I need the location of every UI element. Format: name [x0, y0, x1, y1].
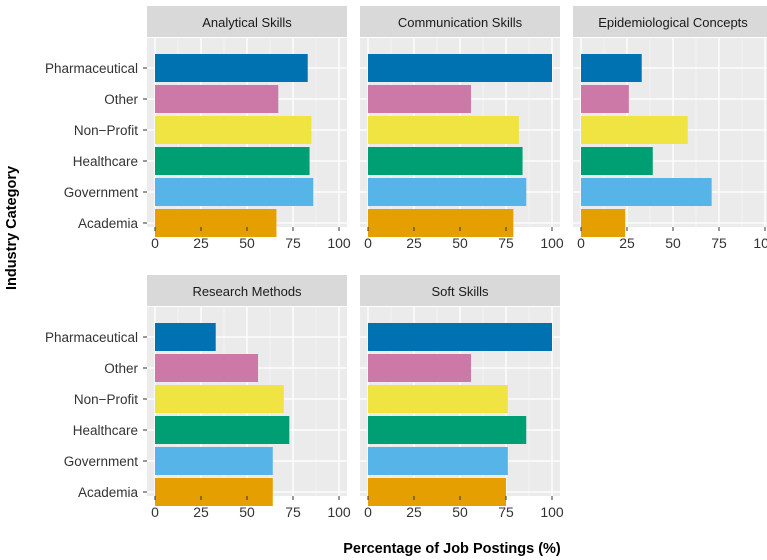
- bar-soft-skills-other: [368, 354, 472, 382]
- x-tick-label: 75: [498, 235, 514, 251]
- x-tick-label: 25: [193, 504, 209, 520]
- category-label: Pharmaceutical: [45, 330, 138, 345]
- panel-analytical-skills: Analytical Skills 0 25 50 75 100 Pharmaceutica…: [45, 6, 351, 251]
- category-label: Academia: [78, 485, 139, 500]
- x-tick-label: 50: [452, 504, 468, 520]
- x-tick-label: 75: [711, 235, 727, 251]
- bar-epidemiological-concepts-other: [581, 85, 629, 113]
- bar-epidemiological-concepts-non-profit: [581, 116, 688, 144]
- x-tick-label: 50: [452, 235, 468, 251]
- bar-research-methods-non-profit: [155, 385, 284, 413]
- x-tick-label: 0: [364, 504, 372, 520]
- category-label: Non−Profit: [74, 392, 138, 407]
- bar-communication-skills-pharmaceutical: [368, 54, 552, 82]
- x-tick-label: 0: [577, 235, 585, 251]
- bar-analytical-skills-academia: [155, 209, 277, 237]
- facet-strip: [147, 275, 347, 306]
- panel-research-methods: Research Methods 0 25 50 75 100 Pharmaceutical…: [45, 275, 351, 520]
- bar-epidemiological-concepts-healthcare: [581, 147, 653, 175]
- x-tick-label: 75: [285, 235, 301, 251]
- bar-analytical-skills-non-profit: [155, 116, 312, 144]
- x-tick-label: 75: [498, 504, 514, 520]
- x-tick-label: 50: [239, 235, 255, 251]
- bar-communication-skills-government: [368, 178, 527, 206]
- bar-epidemiological-concepts-government: [581, 178, 712, 206]
- x-tick-label: 100: [540, 235, 564, 251]
- x-tick-label: 100: [327, 504, 351, 520]
- category-label: Government: [64, 454, 139, 469]
- facet-strip: [360, 6, 560, 37]
- bar-research-methods-pharmaceutical: [155, 323, 216, 351]
- facet-title: Research Methods: [192, 284, 302, 299]
- bar-soft-skills-government: [368, 447, 508, 475]
- x-tick-label: 25: [406, 235, 422, 251]
- x-tick-label: 0: [151, 235, 159, 251]
- x-tick-label: 50: [665, 235, 681, 251]
- bar-research-methods-healthcare: [155, 416, 290, 444]
- facet-strip: [573, 6, 767, 37]
- bar-communication-skills-non-profit: [368, 116, 519, 144]
- facet-strip: [360, 275, 560, 306]
- category-label: Healthcare: [73, 423, 138, 438]
- x-tick-label: 0: [151, 504, 159, 520]
- x-tick-label: 25: [193, 235, 209, 251]
- facet-strip: [147, 6, 347, 37]
- bar-analytical-skills-other: [155, 85, 279, 113]
- category-label: Other: [104, 361, 138, 376]
- category-label: Healthcare: [73, 154, 138, 169]
- bar-analytical-skills-pharmaceutical: [155, 54, 308, 82]
- category-label: Government: [64, 185, 139, 200]
- x-tick-label: 100: [540, 504, 564, 520]
- category-label: Other: [104, 92, 138, 107]
- bar-soft-skills-non-profit: [368, 385, 508, 413]
- bar-communication-skills-academia: [368, 209, 514, 237]
- panel-soft-skills: Soft Skills 0 25 50 75 100: [360, 275, 564, 520]
- x-tick-label: 25: [406, 504, 422, 520]
- category-label: Academia: [78, 216, 139, 231]
- bar-soft-skills-pharmaceutical: [368, 323, 552, 351]
- bar-soft-skills-healthcare: [368, 416, 527, 444]
- category-label: Non−Profit: [74, 123, 138, 138]
- x-tick-label: 100: [753, 235, 767, 251]
- bar-soft-skills-academia: [368, 478, 506, 506]
- bar-research-methods-other: [155, 354, 259, 382]
- x-axis-title: Percentage of Job Postings (%): [343, 541, 561, 557]
- x-tick-label: 100: [327, 235, 351, 251]
- bar-epidemiological-concepts-pharmaceutical: [581, 54, 642, 82]
- facet-title: Analytical Skills: [202, 15, 292, 30]
- bar-research-methods-academia: [155, 478, 273, 506]
- facet-title: Epidemiological Concepts: [598, 15, 748, 30]
- bar-analytical-skills-government: [155, 178, 314, 206]
- bar-research-methods-government: [155, 447, 273, 475]
- x-tick-label: 0: [364, 235, 372, 251]
- x-tick-label: 50: [239, 504, 255, 520]
- y-axis-title: Industry Category: [4, 166, 20, 290]
- bar-communication-skills-other: [368, 85, 472, 113]
- facet-title: Soft Skills: [431, 284, 489, 299]
- bar-epidemiological-concepts-academia: [581, 209, 626, 237]
- x-tick-label: 25: [619, 235, 635, 251]
- x-tick-label: 75: [285, 504, 301, 520]
- facet-title: Communication Skills: [398, 15, 523, 30]
- panel-communication-skills: Communication Skills 0 25 50 75 100: [360, 6, 564, 251]
- panel-epidemiological-concepts: Epidemiological Concepts 0 25 50 75 100: [573, 6, 767, 251]
- category-label: Pharmaceutical: [45, 61, 138, 76]
- bar-analytical-skills-healthcare: [155, 147, 310, 175]
- bar-communication-skills-healthcare: [368, 147, 523, 175]
